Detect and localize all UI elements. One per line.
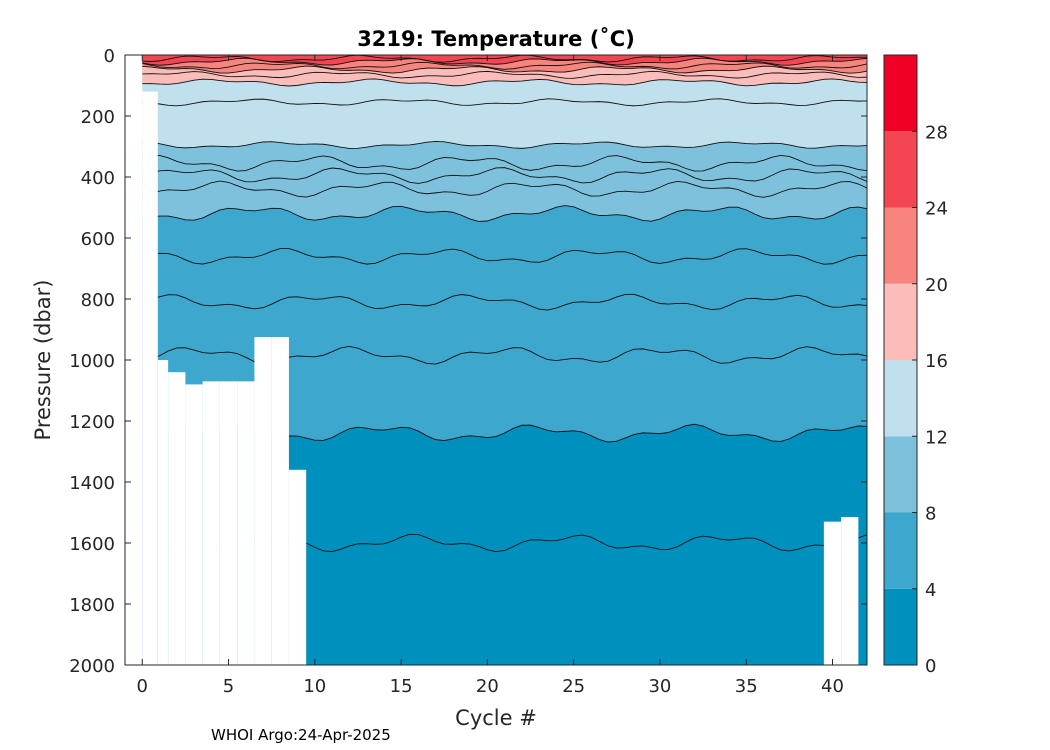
contour-line-7: [125, 248, 867, 265]
colorbar-tick-label-4: 4: [925, 580, 936, 601]
mask-cycle-8: [271, 337, 289, 665]
colorbar-tick-label-24: 24: [925, 199, 948, 220]
x-axis-ticks: 0 5 10 15 20 25 30 35 40: [137, 55, 844, 697]
mask-cycle-41: [841, 517, 859, 665]
y-tick-label-1400: 1400: [69, 473, 115, 494]
contour-line-8: [125, 205, 867, 222]
contour-line-24: [125, 57, 867, 66]
colorbar-band-8-12: [884, 436, 917, 513]
x-tick-label-40: 40: [821, 676, 844, 697]
y-tick-label-1000: 1000: [69, 351, 115, 372]
colorbar-band-20-24: [884, 207, 917, 284]
contour-line-5: [125, 345, 867, 365]
x-tick-label-25: 25: [562, 676, 585, 697]
colorbar-band-4-8: [884, 512, 917, 589]
plot-area: [125, 55, 867, 665]
colorbar-band-28-32: [884, 55, 917, 132]
contour-line-20: [125, 65, 867, 74]
y-axis-ticks: 0 200 400 600 800 1000 1200 1400 1600 1800 2000: [69, 46, 867, 677]
contour-line-9: [125, 180, 867, 198]
y-tick-label-1200: 1200: [69, 412, 115, 433]
contour-line-14: [125, 98, 867, 107]
colorbar-band-16-20: [884, 283, 917, 360]
x-tick-label-5: 5: [223, 676, 234, 697]
colorbar: 0 4 8 12 16 20 24 28: [883, 54, 948, 677]
colorbar-tick-label-12: 12: [925, 427, 948, 448]
colorbar-band-0-4: [884, 588, 917, 665]
contour-line-12: [125, 140, 867, 149]
mask-cycle-6: [237, 381, 255, 665]
colorbar-tick-label-0: 0: [925, 656, 936, 677]
y-tick-label-800: 800: [81, 290, 115, 311]
mask-before-first-cycle: [125, 55, 143, 665]
x-tick-label-10: 10: [303, 676, 326, 697]
contour-line-26: [125, 55, 867, 63]
mask-cycle-9: [288, 469, 307, 665]
x-tick-label-20: 20: [476, 676, 499, 697]
colorbar-tick-label-16: 16: [925, 351, 948, 372]
contour-line-18: [125, 70, 867, 79]
x-axis-label: Cycle #: [455, 706, 537, 730]
mask-cycle-5: [219, 381, 238, 665]
contour-line-16: [125, 78, 867, 87]
band-above-26: [125, 55, 867, 63]
x-tick-label-15: 15: [390, 676, 413, 697]
colorbar-band-24-28: [884, 131, 917, 208]
y-tick-label-400: 400: [81, 168, 115, 189]
y-tick-label-1800: 1800: [69, 595, 115, 616]
y-tick-label-600: 600: [81, 229, 115, 250]
mask-cycle-4: [202, 381, 220, 665]
y-tick-label-1600: 1600: [69, 534, 115, 555]
contour-line-11: [125, 154, 867, 172]
colorbar-tick-label-8: 8: [925, 504, 936, 525]
missing-data-mask: [125, 55, 859, 665]
y-tick-label-0: 0: [104, 46, 115, 67]
mask-cycle-3: [185, 384, 203, 665]
x-tick-label-0: 0: [137, 676, 148, 697]
y-axis-label: Pressure (dbar): [31, 280, 55, 441]
mask-cycle-2: [168, 372, 186, 665]
contour-line-10: [125, 167, 867, 184]
x-tick-label-35: 35: [735, 676, 758, 697]
y-tick-label-2000: 2000: [69, 656, 115, 677]
colorbar-band-12-16: [884, 360, 917, 437]
chart-title: 3219: Temperature (˚C): [357, 27, 635, 51]
colorbar-tick-label-28: 28: [925, 122, 948, 143]
contour-line-6: [125, 293, 867, 311]
mask-cycle-40: [823, 521, 842, 665]
mask-cycle-0: [142, 91, 158, 665]
mask-cycle-7: [254, 337, 272, 665]
colorbar-tick-label-20: 20: [925, 275, 948, 296]
y-tick-label-200: 200: [81, 107, 115, 128]
mask-cycle-1: [157, 360, 169, 665]
contour-line-22: [125, 61, 867, 70]
x-tick-label-30: 30: [648, 676, 671, 697]
footer-credit: WHOI Argo:24-Apr-2025: [211, 726, 391, 744]
